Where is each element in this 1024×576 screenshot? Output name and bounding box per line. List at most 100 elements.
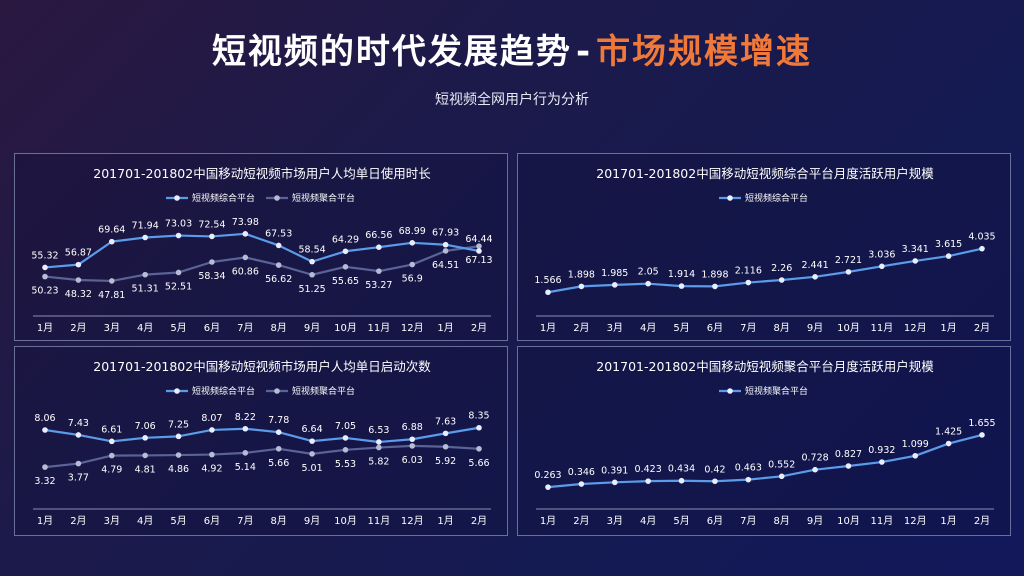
data-point bbox=[812, 466, 818, 473]
data-label: 8.07 bbox=[201, 413, 222, 424]
x-tick-label: 7月 bbox=[740, 515, 756, 527]
data-point bbox=[142, 271, 148, 278]
data-point bbox=[578, 481, 585, 487]
data-point bbox=[745, 476, 752, 483]
data-point bbox=[42, 427, 48, 433]
data-point bbox=[376, 444, 382, 451]
x-tick-label: 6月 bbox=[707, 515, 723, 527]
x-tick-label: 2月 bbox=[70, 322, 86, 334]
data-point bbox=[175, 433, 182, 440]
x-tick-label: 5月 bbox=[673, 515, 689, 527]
data-point bbox=[678, 283, 685, 289]
data-label: 3.32 bbox=[34, 476, 55, 487]
data-label: 5.53 bbox=[335, 459, 356, 470]
data-point bbox=[75, 432, 82, 438]
x-tick-label: 7月 bbox=[740, 322, 756, 334]
data-label: 73.03 bbox=[165, 219, 192, 230]
data-point bbox=[409, 261, 416, 268]
x-tick-label: 6月 bbox=[707, 322, 723, 334]
legend-marker bbox=[727, 388, 733, 394]
data-label: 58.54 bbox=[298, 245, 325, 256]
data-label: 1.898 bbox=[568, 269, 595, 280]
data-label: 0.263 bbox=[534, 470, 561, 481]
x-tick-label: 1月 bbox=[940, 322, 956, 334]
data-label: 6.53 bbox=[368, 425, 389, 436]
series-line bbox=[547, 433, 983, 489]
data-label: 60.86 bbox=[232, 266, 259, 277]
data-point bbox=[342, 447, 349, 453]
x-tick-label: 2月 bbox=[70, 515, 86, 527]
data-point bbox=[545, 484, 551, 490]
data-point bbox=[476, 243, 482, 249]
data-label: 2.26 bbox=[771, 263, 792, 274]
data-point bbox=[309, 258, 315, 265]
data-point bbox=[142, 452, 148, 459]
legend-marker bbox=[174, 195, 180, 201]
data-point bbox=[778, 277, 785, 283]
legend-label: 短视频聚合平台 bbox=[292, 385, 355, 397]
x-tick-label: 4月 bbox=[640, 515, 656, 527]
legend-marker bbox=[727, 195, 733, 201]
data-label: 8.22 bbox=[235, 412, 256, 423]
data-label: 51.25 bbox=[298, 284, 325, 295]
x-tick-label: 5月 bbox=[170, 515, 186, 527]
data-label: 56.62 bbox=[265, 274, 292, 285]
series-line bbox=[44, 245, 480, 283]
chart-panel-comprehensive-mau: 201701-201802中国移动短视频综合平台月度活跃用户规模 短视频综合平台 1… bbox=[517, 153, 1011, 341]
x-tick-label: 12月 bbox=[904, 322, 927, 334]
data-label: 7.43 bbox=[68, 418, 89, 429]
data-label: 1.898 bbox=[701, 269, 728, 280]
x-tick-label: 9月 bbox=[807, 322, 823, 334]
data-point bbox=[175, 452, 182, 458]
x-tick-label: 4月 bbox=[137, 515, 153, 527]
data-label: 0.932 bbox=[868, 445, 895, 456]
data-label: 5.01 bbox=[301, 463, 322, 474]
x-tick-label: 3月 bbox=[104, 515, 120, 527]
data-label: 1.655 bbox=[968, 418, 995, 429]
data-point bbox=[845, 269, 852, 275]
data-point bbox=[108, 438, 115, 445]
data-point bbox=[342, 435, 349, 441]
data-label: 55.32 bbox=[31, 250, 58, 261]
data-point bbox=[442, 430, 449, 437]
data-label: 0.391 bbox=[601, 465, 628, 476]
data-label: 2.441 bbox=[801, 260, 828, 271]
data-label: 6.61 bbox=[101, 424, 122, 435]
data-point bbox=[778, 473, 785, 480]
data-label: 6.64 bbox=[301, 424, 322, 435]
data-point bbox=[476, 248, 482, 254]
x-tick-label: 9月 bbox=[304, 322, 320, 334]
data-point bbox=[645, 280, 651, 287]
data-label: 4.81 bbox=[135, 464, 156, 475]
data-point bbox=[309, 271, 315, 278]
legend-label: 短视频聚合平台 bbox=[292, 192, 355, 204]
data-label: 1.566 bbox=[534, 275, 561, 286]
data-label: 4.79 bbox=[101, 465, 122, 476]
data-point bbox=[678, 477, 685, 484]
title-accent: 市场规模增速 bbox=[596, 32, 813, 72]
x-tick-label: 11月 bbox=[367, 322, 390, 334]
data-label: 2.05 bbox=[638, 267, 659, 278]
data-point bbox=[845, 463, 852, 469]
x-tick-label: 12月 bbox=[401, 515, 424, 527]
x-tick-label: 4月 bbox=[640, 322, 656, 334]
data-point bbox=[879, 263, 885, 270]
data-label: 0.423 bbox=[635, 464, 662, 475]
data-point bbox=[945, 253, 952, 259]
data-label: 3.77 bbox=[68, 473, 89, 484]
data-label: 4.92 bbox=[201, 464, 222, 475]
data-point bbox=[42, 264, 48, 271]
data-label: 69.64 bbox=[98, 225, 125, 236]
x-tick-label: 6月 bbox=[204, 322, 220, 334]
data-point bbox=[108, 278, 115, 284]
data-label: 58.34 bbox=[198, 271, 225, 282]
page-title: 短视频的时代发展趋势 - 市场规模增速 bbox=[0, 24, 1024, 73]
data-label: 3.036 bbox=[868, 249, 895, 260]
data-point bbox=[108, 238, 115, 245]
x-tick-label: 1月 bbox=[540, 322, 556, 334]
data-label: 67.53 bbox=[265, 228, 292, 239]
x-tick-label: 1月 bbox=[540, 515, 556, 527]
data-point bbox=[209, 259, 215, 265]
data-label: 7.06 bbox=[135, 421, 156, 432]
